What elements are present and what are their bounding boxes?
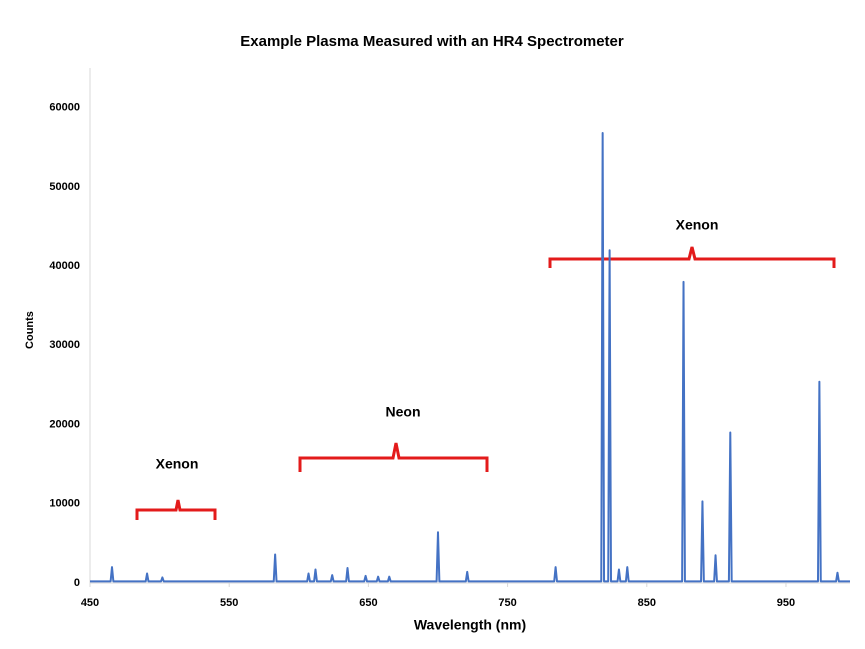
series-line bbox=[90, 131, 850, 583]
y-tick-label: 10000 bbox=[49, 498, 80, 510]
bracket bbox=[548, 246, 836, 268]
x-tick-label: 850 bbox=[638, 597, 656, 609]
x-tick-label: 550 bbox=[220, 597, 238, 609]
y-tick-label: 20000 bbox=[49, 418, 80, 430]
y-tick-label: 40000 bbox=[49, 260, 80, 272]
y-tick-label: 50000 bbox=[49, 181, 80, 193]
bracket bbox=[135, 499, 217, 520]
y-tick-label: 0 bbox=[74, 577, 80, 589]
annotation: Neon bbox=[386, 404, 421, 420]
y-tick-label: 30000 bbox=[49, 339, 80, 351]
x-tick-label: 650 bbox=[359, 597, 377, 609]
x-tick-label: 950 bbox=[777, 597, 795, 609]
annotation: Xenon bbox=[156, 456, 199, 472]
y-tick-label: 60000 bbox=[49, 102, 80, 114]
y-axis-label: Counts bbox=[24, 311, 36, 349]
x-tick-label: 750 bbox=[498, 597, 516, 609]
bracket bbox=[298, 442, 489, 472]
annotation: Xenon bbox=[676, 217, 719, 233]
chart-title: Example Plasma Measured with an HR4 Spec… bbox=[240, 33, 624, 50]
x-tick-label: 450 bbox=[81, 597, 99, 609]
x-axis-label: Wavelength (nm) bbox=[414, 617, 526, 633]
